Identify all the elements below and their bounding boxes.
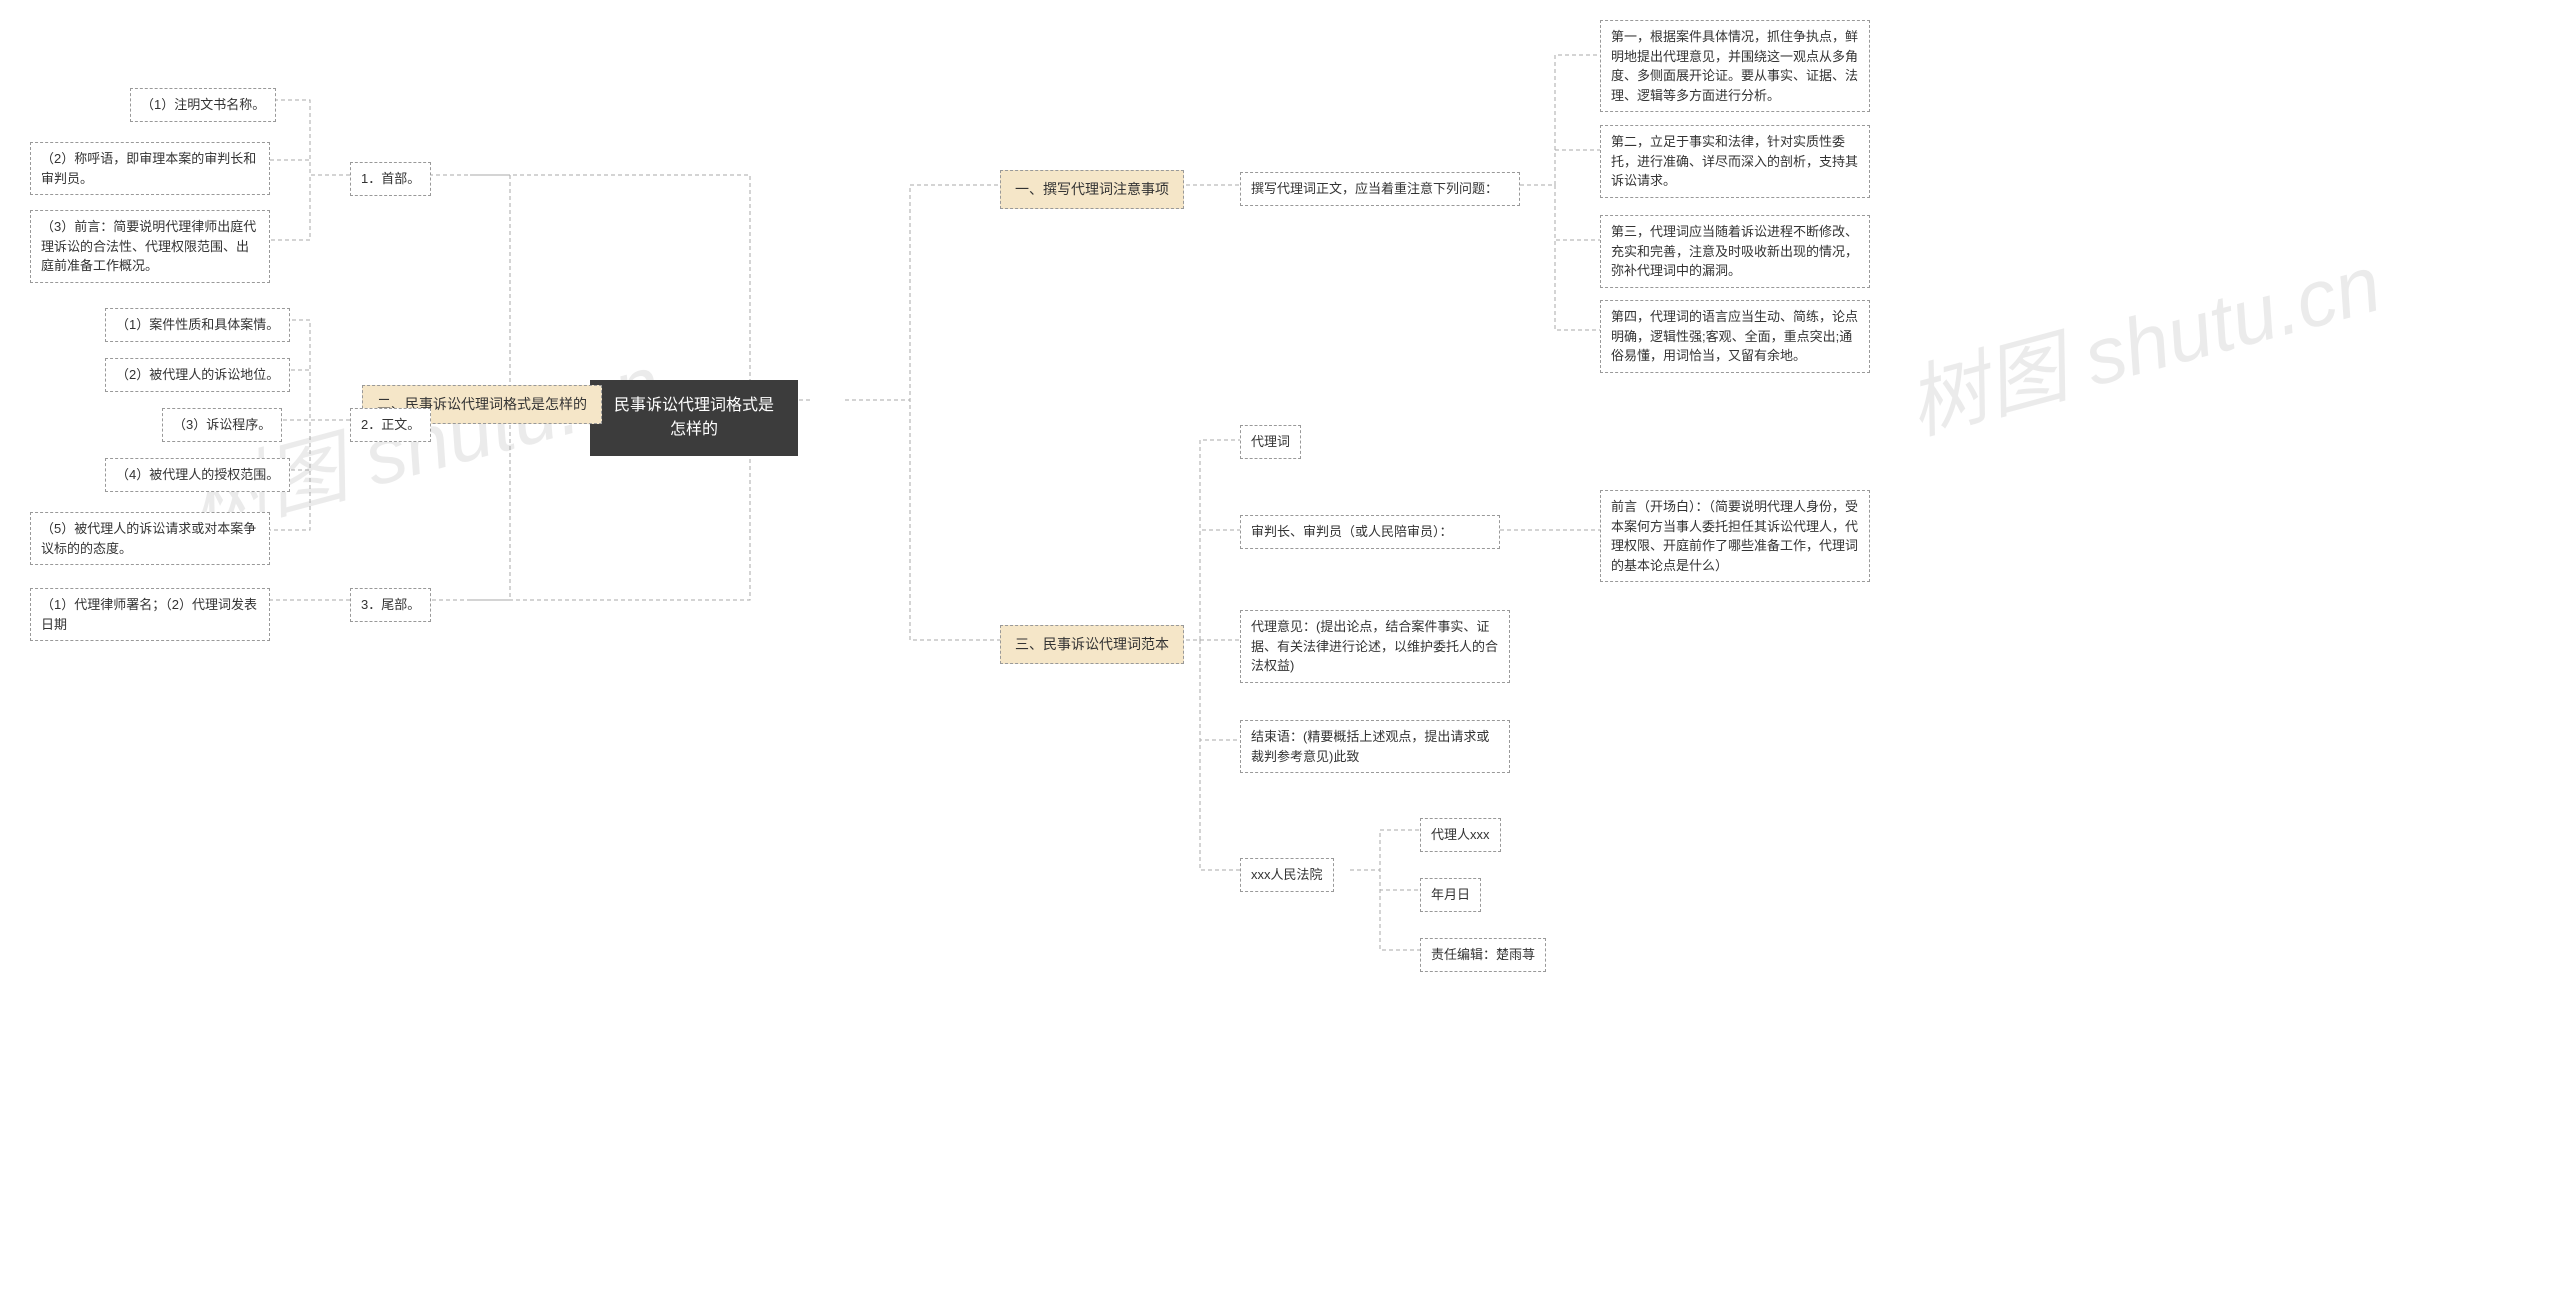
watermark-right: 树图 shutu.cn [1893,219,2391,456]
section3-title: 三、民事诉讼代理词范本 [1000,625,1184,664]
section3-item-2-right: 前言（开场白）：（简要说明代理人身份，受本案何方当事人委托担任其诉讼代理人，代理… [1600,490,1870,582]
section1-item-4: 第四，代理词的语言应当生动、简练，论点明确，逻辑性强;客观、全面，重点突出;通俗… [1600,300,1870,373]
section1-item-3: 第三，代理词应当随着诉讼进程不断修改、充实和完善，注意及时吸收新出现的情况，弥补… [1600,215,1870,288]
section2-p2-item-2: （2）被代理人的诉讼地位。 [105,358,290,392]
section2-p1-head: 1．首部。 [350,162,431,196]
section3-item-2: 审判长、审判员（或人民陪审员）： [1240,515,1500,549]
section3-item-3: 代理意见：(提出论点，结合案件事实、证据、有关法律进行论述，以维护委托人的合法权… [1240,610,1510,683]
section2-p1-item-2: （2）称呼语，即审理本案的审判长和审判员。 [30,142,270,195]
section2-p3-item-1: （1）代理律师署名；（2）代理词发表日期 [30,588,270,641]
section3-item-4: 结束语：(精要概括上述观点，提出请求或裁判参考意见)此致 [1240,720,1510,773]
section3-item-5-sub-3: 责任编辑：楚雨荨 [1420,938,1546,972]
section2-p2-item-1: （1）案件性质和具体案情。 [105,308,290,342]
section3-item-5: xxx人民法院 [1240,858,1334,892]
root-node: 民事诉讼代理词格式是怎样的 [590,380,798,456]
section3-item-1: 代理词 [1240,425,1301,459]
section2-p1-item-3: （3）前言：简要说明代理律师出庭代理诉讼的合法性、代理权限范围、出庭前准备工作概… [30,210,270,283]
section1-item-1: 第一，根据案件具体情况，抓住争执点，鲜明地提出代理意见，并围绕这一观点从多角度、… [1600,20,1870,112]
section2-p2-head: 2．正文。 [350,408,431,442]
section2-p1-item-1: （1）注明文书名称。 [130,88,276,122]
section1-title: 一、撰写代理词注意事项 [1000,170,1184,209]
section1-item-2: 第二，立足于事实和法律，针对实质性委托，进行准确、详尽而深入的剖析，支持其诉讼请… [1600,125,1870,198]
section2-p2-item-3: （3）诉讼程序。 [162,408,282,442]
section2-p2-item-5: （5）被代理人的诉讼请求或对本案争议标的的态度。 [30,512,270,565]
section3-item-5-sub-2: 年月日 [1420,878,1481,912]
section2-p2-item-4: （4）被代理人的授权范围。 [105,458,290,492]
section3-item-5-sub-1: 代理人xxx [1420,818,1501,852]
section1-mid: 撰写代理词正文，应当着重注意下列问题： [1240,172,1520,206]
section2-p3-head: 3．尾部。 [350,588,431,622]
